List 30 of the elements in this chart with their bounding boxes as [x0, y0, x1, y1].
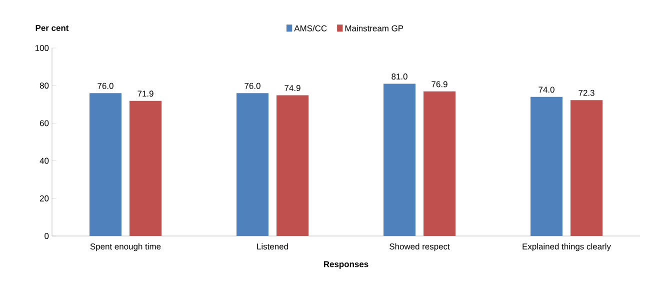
x-tick-label: Explained things clearly [522, 243, 611, 252]
x-tick-label: Spent enough time [90, 243, 161, 252]
y-tick-label: 80 [40, 82, 49, 89]
data-label: 72.3 [578, 90, 594, 96]
bar [384, 84, 416, 236]
bar [570, 100, 603, 236]
data-label: 76.0 [244, 82, 260, 89]
y-tick-label: 100 [35, 45, 49, 51]
y-tick-label: 0 [44, 233, 49, 239]
bar [276, 95, 309, 236]
bar [90, 93, 122, 236]
bar [236, 93, 269, 236]
data-label: 74.0 [538, 86, 554, 93]
y-tick-label: 20 [40, 195, 49, 202]
y-tick-label: 40 [40, 158, 49, 164]
data-label: 76.9 [432, 81, 448, 88]
bar [424, 91, 456, 236]
legend-label: AMS/CC [294, 25, 327, 32]
y-tick-label: 60 [40, 120, 49, 126]
data-label: 81.0 [392, 74, 408, 80]
data-label: 76.0 [98, 82, 114, 89]
bar [530, 96, 563, 236]
y-axis-title: Per cent [36, 25, 69, 31]
bar [130, 100, 162, 236]
data-label: 71.9 [138, 90, 154, 97]
legend-label: Mainstream GP [345, 25, 404, 32]
data-label: 74.9 [284, 85, 300, 91]
x-tick-label: Listened [257, 243, 288, 250]
x-tick-label: Showed respect [390, 243, 450, 252]
x-axis-title: Responses [324, 261, 368, 269]
